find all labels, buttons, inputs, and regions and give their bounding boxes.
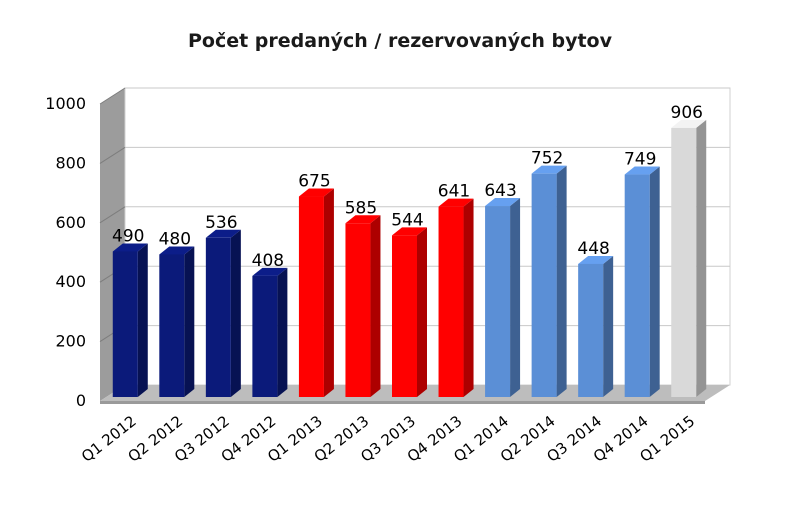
bar (252, 275, 278, 397)
data-labels: 490 480 536 408 675 585 544 641 643 752 448 749 906 (112, 103, 703, 271)
bar (438, 206, 464, 397)
y-tick-label: 200 (55, 332, 86, 351)
bar (112, 251, 138, 397)
bar-top (485, 198, 521, 207)
bar-top (112, 243, 148, 252)
bar (531, 173, 557, 397)
bar (298, 196, 324, 397)
data-label: 906 (671, 103, 703, 123)
bar-top (438, 198, 474, 207)
y-tick-label: 600 (55, 213, 86, 232)
bar-top (345, 215, 381, 224)
bar (671, 127, 697, 397)
gridline-side (99, 87, 126, 105)
bars (112, 119, 707, 397)
y-tick-label: 400 (55, 272, 86, 291)
bar-top (624, 166, 660, 175)
bar (485, 206, 511, 397)
data-label: 585 (345, 198, 377, 218)
bar-top (298, 188, 334, 197)
y-tick-label: 0 (76, 391, 86, 410)
bar-side (603, 255, 614, 397)
data-label: 448 (577, 239, 609, 259)
bar-side (370, 215, 381, 397)
bar-top (252, 267, 288, 276)
bar-side (137, 243, 148, 397)
data-label: 544 (391, 210, 423, 230)
bar-top (578, 255, 614, 264)
bar-top (159, 246, 195, 255)
bar (392, 235, 417, 397)
bar-side (230, 229, 241, 397)
bar (345, 223, 371, 397)
bar-side (323, 188, 334, 397)
bar-side (463, 198, 474, 397)
bar-side (510, 198, 521, 397)
bar-top (531, 165, 567, 174)
bar (624, 174, 650, 397)
floor-edge (100, 401, 705, 404)
bar-top (671, 119, 707, 128)
bar-side (417, 227, 427, 397)
bar-side (649, 166, 660, 397)
data-label: 675 (298, 172, 330, 192)
bar (205, 237, 231, 397)
bar (578, 263, 604, 397)
bar-side (696, 119, 707, 397)
bar (159, 254, 185, 397)
data-label: 641 (438, 182, 470, 202)
gridline-side (99, 146, 126, 164)
bar-side (184, 246, 195, 397)
data-label: 490 (112, 226, 144, 246)
data-label: 749 (624, 150, 656, 170)
bar-top (205, 229, 241, 238)
data-label: 480 (159, 229, 191, 249)
y-tick-label: 1000 (45, 94, 86, 113)
chart-title: Počet predaných / rezervovaných bytov (187, 30, 612, 52)
data-label: 643 (484, 181, 516, 201)
gridline-side (99, 206, 126, 224)
data-label: 408 (252, 251, 284, 271)
y-tick-label: 800 (55, 153, 86, 172)
data-label: 536 (205, 213, 237, 233)
bar-side (277, 267, 288, 397)
bar-side (556, 165, 567, 397)
data-label: 752 (531, 149, 563, 169)
y-axis-ticks: 0 200 400 600 800 1000 (45, 94, 86, 410)
bar-top (392, 227, 427, 236)
